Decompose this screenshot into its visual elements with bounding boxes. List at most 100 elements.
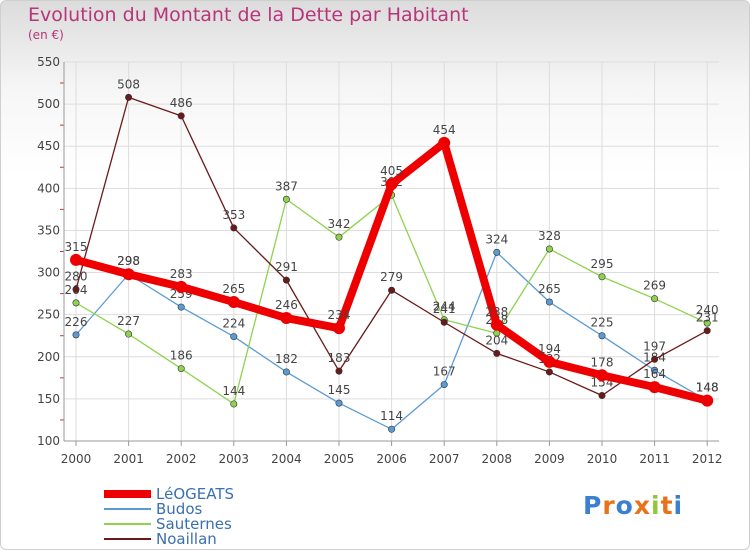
data-point (177, 365, 185, 373)
data-label: 342 (328, 217, 351, 231)
data-label: 227 (117, 314, 140, 328)
data-point (648, 381, 661, 394)
data-label: 178 (591, 355, 614, 369)
data-label: 280 (65, 269, 88, 283)
x-tick-label: 2008 (482, 452, 513, 466)
data-label: 265 (538, 282, 561, 296)
data-point (230, 224, 238, 232)
data-label: 486 (170, 96, 193, 110)
data-label: 224 (222, 317, 245, 331)
data-point (598, 273, 606, 281)
data-label: 244 (433, 300, 456, 314)
x-tick-label: 2006 (376, 452, 407, 466)
data-label: 204 (485, 333, 508, 347)
data-point (175, 280, 188, 293)
x-tick-label: 2009 (534, 452, 565, 466)
data-label: 405 (380, 164, 403, 178)
data-point (335, 367, 343, 375)
chart-title: Evolution du Montant de la Dette par Hab… (28, 4, 469, 26)
data-point (703, 327, 711, 335)
data-label: 387 (275, 179, 298, 193)
data-point (280, 312, 293, 325)
x-tick-label: 2003 (219, 452, 250, 466)
data-label: 182 (275, 352, 298, 366)
data-point (493, 248, 501, 256)
data-point (388, 286, 396, 294)
data-label: 241 (433, 302, 456, 316)
data-label: 279 (380, 270, 403, 284)
y-tick-label: 150 (37, 392, 60, 406)
data-point (440, 318, 448, 326)
data-point (122, 268, 135, 281)
data-point (72, 299, 80, 307)
data-label: 246 (275, 298, 298, 312)
data-label: 295 (591, 257, 614, 271)
proxiti-logo: Proxiti (583, 491, 684, 520)
y-tick-label: 350 (37, 223, 60, 237)
data-label: 148 (696, 381, 719, 395)
y-tick-label: 300 (37, 266, 60, 280)
data-point (282, 276, 290, 284)
data-point (598, 392, 606, 400)
data-label: 231 (696, 311, 719, 325)
data-point (440, 381, 448, 389)
y-tick-label: 500 (37, 97, 60, 111)
y-tick-label: 250 (37, 308, 60, 322)
data-point (177, 112, 185, 120)
data-label: 291 (275, 260, 298, 274)
data-label: 194 (538, 342, 561, 356)
data-label: 508 (117, 77, 140, 91)
data-point (438, 136, 451, 149)
data-label: 265 (222, 282, 245, 296)
x-tick-label: 2000 (61, 452, 92, 466)
data-label: 144 (222, 384, 245, 398)
data-point (125, 93, 133, 101)
data-point (335, 233, 343, 241)
y-tick-label: 400 (37, 181, 60, 195)
x-tick-label: 2004 (271, 452, 302, 466)
x-tick-label: 2010 (587, 452, 618, 466)
data-label: 183 (328, 351, 351, 365)
data-label: 269 (643, 279, 666, 293)
data-point (230, 400, 238, 408)
x-tick-label: 2012 (692, 452, 723, 466)
data-point (230, 333, 238, 341)
data-point (227, 296, 240, 309)
data-point (703, 319, 711, 327)
data-label: 226 (65, 315, 88, 329)
legend-label: Budos (156, 500, 202, 518)
x-tick-label: 2011 (639, 452, 670, 466)
data-point (282, 195, 290, 203)
data-point (651, 355, 659, 363)
data-label: 298 (117, 254, 140, 268)
data-point (598, 332, 606, 340)
data-label: 225 (591, 316, 614, 330)
data-label: 114 (380, 409, 403, 423)
data-label: 315 (65, 240, 88, 254)
y-tick-label: 450 (37, 139, 60, 153)
data-point (545, 245, 553, 253)
x-tick-label: 2002 (166, 452, 197, 466)
legend-label: Noaillan (156, 530, 217, 548)
data-point (72, 285, 80, 293)
x-tick-label: 2007 (429, 452, 460, 466)
data-point (701, 394, 714, 407)
data-label: 197 (643, 339, 666, 353)
data-label: 283 (170, 267, 193, 281)
data-point (70, 253, 82, 266)
data-point (596, 369, 608, 382)
data-label: 186 (170, 349, 193, 363)
data-label: 145 (328, 383, 351, 397)
data-label: 240 (696, 303, 719, 317)
data-label: 353 (222, 208, 245, 222)
data-label: 454 (433, 123, 456, 137)
data-point (385, 178, 398, 191)
y-tick-label: 100 (37, 434, 60, 448)
data-point (388, 425, 396, 433)
data-point (335, 399, 343, 407)
data-label: 238 (485, 305, 508, 319)
data-label: 324 (485, 232, 508, 246)
data-point (177, 303, 185, 311)
